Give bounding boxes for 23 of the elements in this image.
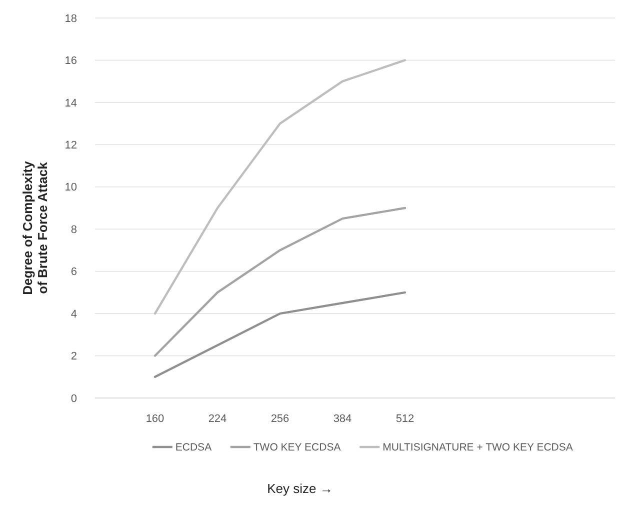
y-tick-label: 8 xyxy=(70,224,77,236)
line-series xyxy=(154,206,406,357)
legend-label: ECDSA xyxy=(175,442,212,454)
y-tick-label: 18 xyxy=(64,12,77,25)
y-tick-label: 16 xyxy=(64,55,77,68)
legend-label: TWO KEY ECDSA xyxy=(253,442,341,454)
legend-label: MULTISIGNATURE + TWO KEY ECDSA xyxy=(382,442,573,454)
x-axis-title: Key size → xyxy=(267,481,333,496)
y-tick-label: 0 xyxy=(70,392,77,405)
y-tick-label: 6 xyxy=(70,266,77,278)
line-series xyxy=(154,59,406,315)
y-tick-label: 2 xyxy=(70,350,77,363)
y-axis-title: Degree of Complexity of Brute Force Attack xyxy=(20,160,50,295)
y-tick-label: 4 xyxy=(70,308,77,320)
x-tick-label: 224 xyxy=(208,413,227,425)
x-tick-label: 384 xyxy=(333,413,352,425)
x-tick-label: 160 xyxy=(146,413,164,425)
x-tick-label: 256 xyxy=(270,413,290,425)
line-series xyxy=(154,291,406,378)
y-tick-label: 10 xyxy=(64,182,77,194)
x-tick-label: 512 xyxy=(396,413,414,425)
y-tick-label: 14 xyxy=(64,97,77,110)
y-tick-label: 12 xyxy=(64,140,77,152)
